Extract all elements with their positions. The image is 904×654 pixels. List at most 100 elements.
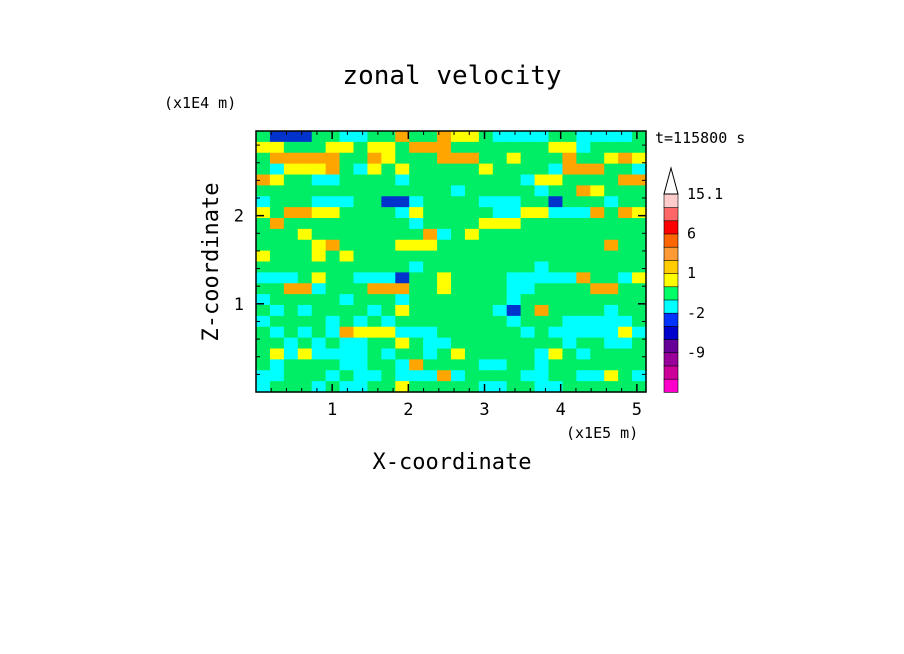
field-cell: [367, 163, 382, 176]
field-cell: [632, 185, 647, 197]
field-cell: [548, 359, 564, 371]
field-cell: [381, 381, 396, 393]
field-cell: [604, 370, 619, 382]
field-cell: [395, 294, 410, 306]
field-cell: [423, 163, 438, 176]
field-cell: [534, 381, 550, 393]
field-cell: [423, 359, 438, 371]
field-cell: [311, 337, 327, 350]
field-cell: [451, 196, 466, 208]
x-tick-label: 2: [403, 400, 413, 420]
field-cell: [395, 370, 410, 382]
field-cell: [604, 196, 619, 208]
field-cell: [451, 228, 466, 241]
field-cell: [534, 218, 550, 230]
field-cell: [395, 185, 410, 197]
field-cell: [297, 283, 313, 295]
field-cell: [437, 141, 452, 154]
field-cell: [381, 141, 396, 154]
field-cell: [395, 381, 410, 393]
colorbar-segment: [663, 325, 679, 340]
field-cell: [256, 370, 271, 382]
field-cell: [618, 250, 633, 263]
field-cell: [339, 174, 355, 186]
field-cell: [590, 315, 605, 328]
field-cell: [437, 370, 452, 382]
field-cell: [367, 261, 382, 273]
field-cell: [604, 141, 619, 154]
field-cell: [478, 163, 494, 176]
field-cell: [520, 381, 536, 393]
y-axis-label: Z-coordinate: [199, 183, 224, 342]
field-cell: [464, 283, 480, 295]
field-cell: [256, 152, 271, 165]
field-cell: [604, 359, 619, 371]
field-cell: [632, 163, 647, 176]
field-cell: [478, 326, 494, 339]
field-cell: [395, 228, 410, 241]
field-cell: [381, 196, 396, 208]
field-cell: [478, 152, 494, 165]
field-cell: [353, 239, 369, 252]
field-cell: [297, 185, 313, 197]
colorbar-segment: [663, 220, 679, 235]
field-cell: [478, 196, 494, 208]
field-cell: [283, 370, 299, 382]
field-cell: [506, 207, 522, 219]
field-cell: [395, 359, 410, 371]
x-tick-label: 1: [327, 400, 337, 420]
field-cell: [534, 152, 550, 165]
field-cell: [423, 315, 438, 328]
field-cell: [311, 261, 327, 273]
field-cell: [451, 250, 466, 263]
colorbar-segment: [663, 378, 679, 393]
field-cell: [367, 326, 382, 339]
field-cell: [297, 250, 313, 263]
field-cell: [367, 228, 382, 241]
field-cell: [562, 370, 577, 382]
field-cell: [395, 272, 410, 284]
field-cell: [423, 239, 438, 252]
field-cell: [506, 250, 522, 263]
field-cell: [478, 359, 494, 371]
field-cell: [478, 228, 494, 241]
field-cell: [618, 152, 633, 165]
field-cell: [409, 326, 424, 339]
field-cell: [548, 337, 564, 350]
field-cell: [492, 305, 508, 317]
field-cell: [367, 272, 382, 284]
field-cell: [618, 326, 633, 339]
field-cell: [534, 370, 550, 382]
field-cell: [534, 163, 550, 176]
field-cell: [367, 294, 382, 306]
field-cell: [297, 261, 313, 273]
field-cell: [590, 218, 605, 230]
field-cell: [506, 239, 522, 252]
colorbar-label: 1: [687, 264, 696, 282]
colorbar-segment: [663, 352, 679, 367]
field-cell: [520, 152, 536, 165]
field-cell: [520, 141, 536, 154]
field-cell: [381, 326, 396, 339]
field-cell: [353, 174, 369, 186]
field-cell: [576, 359, 591, 371]
field-cell: [562, 196, 577, 208]
field-cell: [562, 261, 577, 273]
field-cell: [353, 326, 369, 339]
field-cell: [604, 261, 619, 273]
field-cell: [548, 207, 564, 219]
field-cell: [604, 348, 619, 360]
field-cell: [353, 163, 369, 176]
field-cell: [311, 370, 327, 382]
field-cell: [437, 381, 452, 393]
field-cell: [437, 283, 452, 295]
field-cell: [283, 348, 299, 360]
field-cell: [506, 381, 522, 393]
field-cell: [353, 315, 369, 328]
field-cell: [562, 326, 577, 339]
field-cell: [464, 261, 480, 273]
field-cell: [618, 315, 633, 328]
field-cell: [562, 348, 577, 360]
field-cell: [367, 305, 382, 317]
field-cell: [381, 250, 396, 263]
